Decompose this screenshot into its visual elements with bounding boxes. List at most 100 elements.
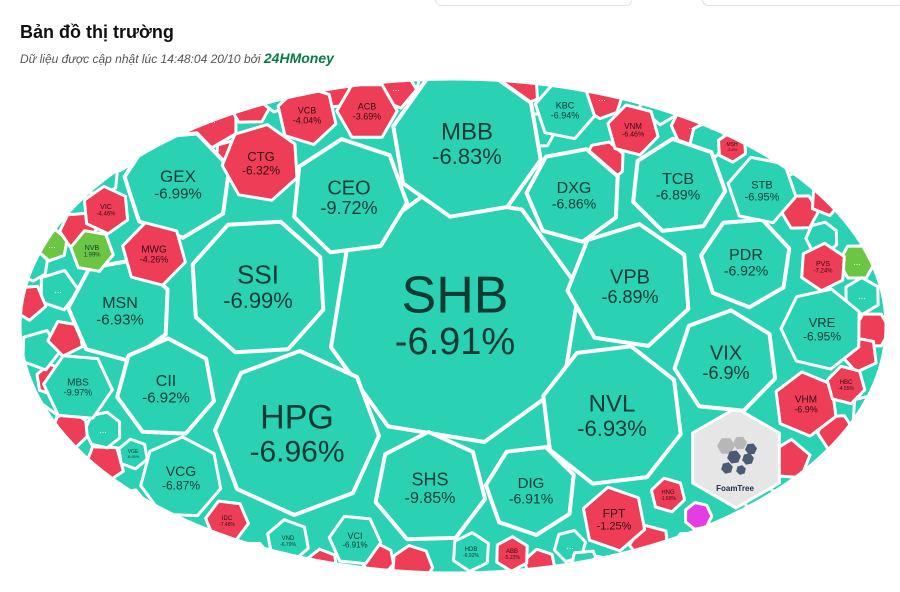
- stock-change: -9.85%: [405, 490, 456, 507]
- brand-link[interactable]: 24HMoney: [263, 50, 334, 66]
- stock-change: -6.96%: [249, 436, 344, 469]
- stock-cell-hng[interactable]: HNG-1.69%: [649, 476, 687, 514]
- stock-change: -9.72%: [320, 198, 377, 218]
- filler-cell[interactable]: [128, 511, 168, 550]
- stock-cell-hpg[interactable]: HPG-6.96%: [213, 349, 381, 517]
- stock-change: -6.89%: [601, 287, 658, 307]
- stock-cell-abb[interactable]: ABB-5.22%: [495, 535, 529, 573]
- stock-cell-shs[interactable]: SHS-9.85%: [373, 429, 488, 542]
- foamtree-logo-cell: [717, 438, 735, 454]
- stock-cell-shape: [190, 219, 326, 355]
- stock-cell-vnm[interactable]: VNM-6.46%: [606, 103, 660, 157]
- stock-cell-shape: [649, 476, 687, 514]
- stock-cell-shape: [69, 229, 115, 273]
- filler-cell[interactable]: [112, 488, 148, 522]
- stock-cell-vpb[interactable]: VPB-6.89%: [565, 222, 691, 348]
- stock-cell-dig[interactable]: DIG-6.91%: [483, 445, 576, 537]
- stock-cell-shb[interactable]: SHB-6.91%: [329, 192, 581, 444]
- stock-cell-hbc[interactable]: HBC-4.55%: [825, 364, 867, 406]
- filler-cell[interactable]: ...: [83, 410, 122, 450]
- stock-change: -6.91%: [395, 321, 515, 363]
- stock-symbol: DIG: [518, 475, 545, 492]
- stock-symbol: ACB: [358, 102, 377, 112]
- stock-cell-nvl[interactable]: NVL-6.93%: [541, 344, 683, 486]
- stock-cell-mwg[interactable]: MWG-4.26%: [121, 221, 187, 287]
- filler-cell[interactable]: [851, 393, 885, 428]
- foamtree-logo-cell: [733, 436, 747, 450]
- foamtree-watermark: FoamTree: [691, 406, 781, 510]
- stock-cell-pdr[interactable]: PDR-6.92%: [699, 217, 792, 310]
- stock-cell-hdb[interactable]: HDB-6.92%: [452, 531, 490, 573]
- foamtree-logo-cell: [721, 462, 733, 474]
- stock-cell-shape: [581, 485, 647, 553]
- stock-cell-pvs[interactable]: PVS-7.24%: [800, 241, 846, 293]
- top-tab-2[interactable]: [702, 0, 900, 6]
- stock-symbol: CII: [156, 373, 176, 390]
- stock-change: -6.86%: [552, 195, 596, 211]
- filler-cell[interactable]: [161, 93, 194, 127]
- stock-cell-vge[interactable]: VGE-6.65%: [117, 437, 149, 471]
- foamtree-logo-cell: [736, 465, 746, 475]
- stock-symbol: MSH: [726, 142, 738, 148]
- stock-change: -4.26%: [140, 255, 169, 265]
- stock-change: -6.99%: [154, 185, 202, 202]
- stock-cell-tcb[interactable]: TCB-6.89%: [631, 136, 728, 233]
- stock-cell-ceo[interactable]: CEO-9.72%: [292, 137, 409, 255]
- foamtree-logo-cell: [742, 453, 754, 465]
- stock-symbol: HBC: [840, 380, 853, 386]
- filler-cell[interactable]: [748, 109, 792, 153]
- stock-change: -6.91%: [342, 541, 367, 550]
- stock-symbol: STB: [751, 179, 772, 191]
- filler-cell[interactable]: [391, 544, 435, 586]
- stock-cell-shape: [121, 221, 187, 287]
- stock-cell-vix[interactable]: VIX-6.9%: [672, 308, 778, 413]
- stock-change: -7.24%: [813, 269, 833, 275]
- stock-cell-cii[interactable]: CII-6.92%: [115, 336, 216, 436]
- stock-symbol: HDB: [465, 547, 478, 553]
- stock-cell-fpt[interactable]: FPT-1.25%: [581, 485, 647, 553]
- stock-change: -4.55%: [838, 386, 854, 392]
- stock-cell-shape: [541, 344, 683, 486]
- stock-change: -9.97%: [64, 388, 93, 398]
- stock-cell-gex[interactable]: GEX-6.99%: [122, 131, 232, 240]
- stock-cell-mbb[interactable]: MBB-6.83%: [391, 69, 543, 219]
- filler-cell[interactable]: [695, 78, 725, 108]
- stock-cell-acb[interactable]: ACB-3.69%: [335, 83, 399, 139]
- stock-cell-mbs[interactable]: MBS-9.97%: [42, 354, 114, 420]
- more-label: ...: [858, 292, 866, 301]
- more-label: ...: [48, 241, 56, 250]
- stock-cell-ctg[interactable]: CTG-6.32%: [220, 123, 299, 202]
- filler-cell[interactable]: [523, 547, 557, 581]
- stock-change: -6.95%: [803, 329, 841, 343]
- stock-cell-vcg[interactable]: VCG-6.87%: [139, 435, 223, 518]
- filler-cell[interactable]: [568, 549, 603, 581]
- stock-symbol: MSN: [102, 295, 138, 312]
- stock-symbol: HPG: [260, 399, 334, 437]
- stock-symbol: VNM: [624, 122, 642, 131]
- stock-symbol: DXG: [557, 180, 592, 197]
- update-info: Dữ liệu được cập nhật lúc 14:48:04 20/10…: [20, 50, 334, 66]
- stock-cell-shape: [779, 287, 861, 371]
- stock-change: -6.79%: [280, 542, 296, 548]
- stock-cell-shape: [699, 217, 792, 310]
- filler-cell[interactable]: [704, 520, 744, 560]
- stock-cell-shape: [213, 349, 381, 517]
- stock-symbol: VCB: [298, 106, 317, 116]
- stock-symbol: VND: [282, 536, 295, 542]
- more-label: ...: [688, 122, 696, 131]
- stock-change: -3.4%: [727, 147, 738, 152]
- stock-cell-dxg[interactable]: DXG-6.86%: [524, 147, 620, 244]
- stock-cell-ssi[interactable]: SSI-6.99%: [190, 219, 326, 355]
- filler-cell[interactable]: [700, 94, 740, 130]
- filler-cell[interactable]: [46, 320, 84, 358]
- stock-change: -6.93%: [577, 416, 647, 441]
- stock-symbol: SSI: [237, 260, 279, 290]
- stock-symbol: PDR: [729, 247, 763, 264]
- stock-cell-vci[interactable]: VCI-6.91%: [327, 514, 383, 566]
- filler-cell[interactable]: [305, 547, 339, 581]
- stock-cell-vre[interactable]: VRE-6.95%: [779, 287, 861, 371]
- stock-cell-vic[interactable]: VIC-4.46%: [82, 184, 130, 236]
- stock-cell-vcb[interactable]: VCB-4.04%: [276, 84, 338, 146]
